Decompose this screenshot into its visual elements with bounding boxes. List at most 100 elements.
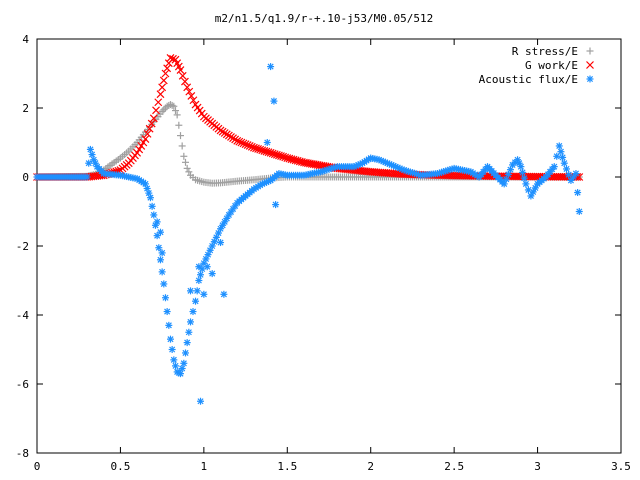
data-point <box>243 141 252 150</box>
data-point <box>176 370 184 378</box>
data-point <box>235 137 244 146</box>
data-point <box>141 135 150 143</box>
data-point <box>247 142 256 151</box>
data-point <box>161 294 169 302</box>
data-point <box>171 107 179 115</box>
data-point <box>555 142 563 150</box>
x-tick-label: 0.5 <box>110 460 130 473</box>
data-point <box>520 174 528 182</box>
data-point <box>553 152 561 160</box>
x-tick-label: 3.5 <box>611 460 631 473</box>
data-point <box>245 142 254 150</box>
data-point <box>183 339 191 347</box>
data-point <box>185 328 193 336</box>
data-point <box>166 335 174 343</box>
data-point <box>147 119 156 128</box>
data-point <box>149 114 158 123</box>
y-tick-label: 2 <box>22 102 29 115</box>
data-point <box>185 168 193 176</box>
data-point <box>145 124 154 133</box>
y-tick-label: -8 <box>16 447 29 460</box>
data-point <box>233 136 242 145</box>
data-point <box>158 249 166 257</box>
data-point <box>572 170 580 178</box>
data-point <box>206 246 214 254</box>
data-point <box>86 145 94 153</box>
data-point <box>85 159 93 167</box>
data-point <box>519 168 527 176</box>
data-point <box>189 96 198 105</box>
data-point <box>560 159 568 167</box>
data-point <box>148 202 156 210</box>
data-point <box>574 189 582 197</box>
y-tick-label: -6 <box>16 378 29 391</box>
data-point <box>143 129 152 138</box>
y-tick-label: 4 <box>22 33 29 46</box>
series-layer <box>33 54 584 405</box>
data-point <box>185 87 194 96</box>
data-point <box>270 97 278 105</box>
data-point <box>182 349 190 357</box>
data-point <box>159 76 168 85</box>
data-point <box>170 356 178 364</box>
data-point <box>517 163 525 171</box>
legend-label: G work/E <box>525 59 578 72</box>
data-point <box>161 69 170 78</box>
data-point <box>156 256 164 264</box>
data-point <box>139 138 148 147</box>
data-point <box>150 211 158 219</box>
data-point <box>158 268 166 276</box>
data-point <box>217 239 225 247</box>
data-point <box>170 102 178 110</box>
data-point <box>83 173 91 181</box>
data-point <box>183 164 191 172</box>
data-point <box>195 263 203 271</box>
data-point <box>197 397 205 405</box>
x-tick-label: 2.5 <box>444 460 464 473</box>
data-point <box>141 180 149 188</box>
data-point <box>559 153 567 161</box>
data-point <box>88 151 96 159</box>
data-point <box>239 139 248 148</box>
data-point <box>263 139 271 146</box>
data-point <box>187 318 195 326</box>
data-point <box>168 101 176 109</box>
data-point <box>166 54 175 62</box>
data-point <box>220 290 228 298</box>
data-point <box>187 92 196 100</box>
data-point <box>137 142 146 150</box>
x-tick-label: 0 <box>34 460 41 473</box>
data-point <box>272 201 280 209</box>
legend-label: Acoustic flux/E <box>479 73 578 86</box>
series-2 <box>33 63 583 405</box>
x-tick-label: 2 <box>367 460 374 473</box>
plot-frame <box>36 38 622 454</box>
data-point <box>197 271 205 279</box>
data-point <box>180 152 188 160</box>
data-point <box>192 297 200 305</box>
data-point <box>178 71 187 80</box>
data-point <box>203 263 211 271</box>
data-point <box>183 83 192 92</box>
legend-marker <box>586 47 594 55</box>
data-point <box>557 148 565 156</box>
data-point <box>146 194 154 202</box>
x-tick-label: 1.5 <box>277 460 297 473</box>
data-point <box>158 83 167 92</box>
data-point <box>158 107 166 115</box>
data-point <box>168 346 176 353</box>
data-point <box>176 132 184 140</box>
x-tick-label: 1 <box>201 460 208 473</box>
y-tick-label: -2 <box>16 240 29 253</box>
plot-area <box>36 38 622 454</box>
data-point <box>208 270 216 278</box>
axes: 0 0.5 1 1.5 2 2.5 3 3.5 4 2 0 -2 -4 -6 -8 <box>16 33 631 473</box>
data-point <box>173 111 181 119</box>
data-point <box>175 121 183 129</box>
data-point <box>163 64 172 73</box>
data-point <box>153 218 161 226</box>
data-point <box>550 163 558 171</box>
data-point <box>180 359 188 367</box>
